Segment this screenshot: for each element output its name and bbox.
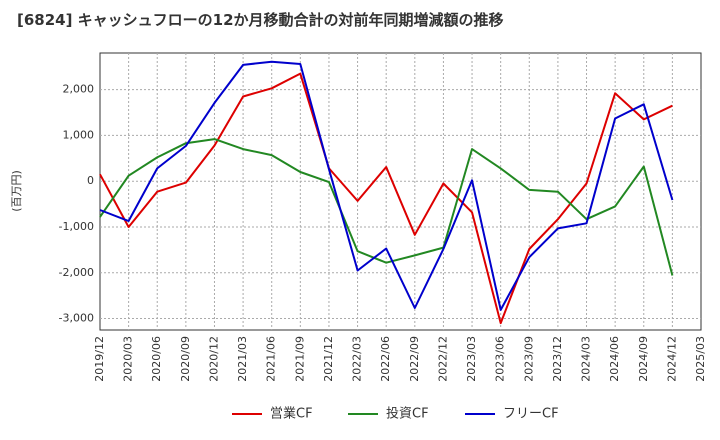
x-tick-label: 2023/12 — [551, 336, 564, 382]
x-tick-label: 2020/09 — [179, 336, 192, 382]
x-tick-label: 2025/03 — [694, 336, 707, 382]
x-tick-label: 2020/03 — [122, 336, 135, 382]
y-tick-label: -1,000 — [59, 220, 94, 233]
y-tick-label: -3,000 — [59, 312, 94, 325]
x-tick-labels: 2019/12 2020/03 2020/06 2020/09 2020/12 2021/… — [93, 336, 707, 382]
series-line — [99, 60, 674, 311]
x-tick-label: 2023/06 — [494, 336, 507, 382]
y-tick-label: 1,000 — [63, 128, 95, 141]
legend-label: 営業CF — [270, 406, 313, 422]
x-tick-label: 2021/03 — [236, 336, 249, 382]
x-tick-label: 2022/03 — [351, 336, 364, 382]
x-tick-label: 2024/06 — [608, 336, 621, 382]
plot-area — [99, 52, 702, 331]
y-tick-label: 0 — [87, 174, 94, 187]
grid-lines — [100, 53, 701, 330]
x-tick-label: 2022/09 — [408, 336, 421, 382]
x-tick-label: 2020/12 — [207, 336, 220, 382]
x-tick-label: 2024/03 — [580, 336, 593, 382]
x-tick-label: 2021/06 — [265, 336, 278, 382]
chart-title: [6824] キャッシュフローの12か月移動合計の対前年同期増減額の推移 — [17, 11, 504, 29]
x-tick-label: 2021/12 — [322, 336, 335, 382]
x-tick-label: 2024/09 — [637, 336, 650, 382]
x-tick-label: 2019/12 — [93, 336, 106, 382]
x-tick-label: 2022/12 — [436, 336, 449, 382]
x-tick-label: 2024/12 — [665, 336, 678, 382]
legend-label: 投資CF — [386, 406, 429, 422]
series-lines — [99, 60, 674, 325]
y-axis-label: (百万円) — [10, 170, 23, 212]
series-line — [99, 72, 673, 325]
legend: 営業CF 投資CF フリーCF — [232, 406, 559, 422]
y-tick-label: -2,000 — [59, 266, 94, 279]
x-tick-label: 2021/09 — [293, 336, 306, 382]
x-tick-label: 2023/09 — [522, 336, 535, 382]
y-tick-labels: 2,000 1,000 0 -1,000 -2,000 -3,000 — [59, 83, 94, 325]
x-tick-label: 2023/03 — [465, 336, 478, 382]
x-tick-label: 2020/06 — [150, 336, 163, 382]
legend-label: フリーCF — [503, 407, 559, 422]
y-tick-label: 2,000 — [63, 83, 95, 96]
series-line — [99, 138, 674, 276]
x-tick-label: 2022/06 — [379, 336, 392, 382]
